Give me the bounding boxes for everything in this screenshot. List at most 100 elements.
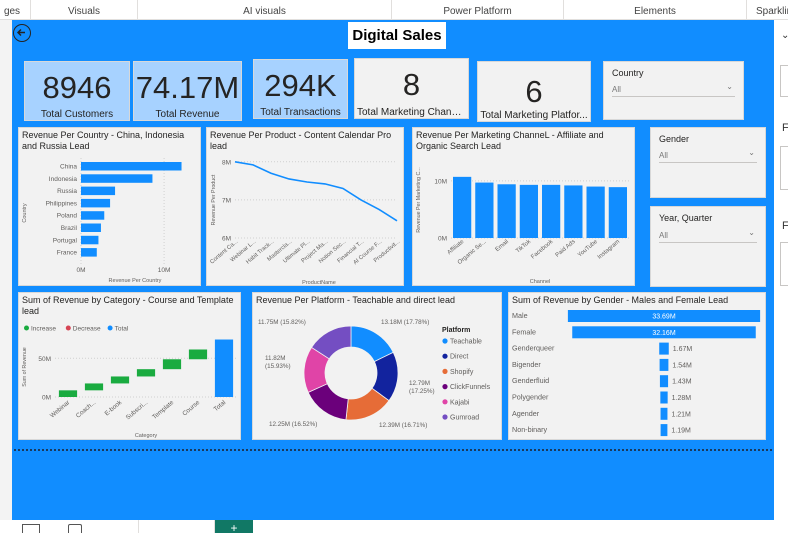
chart-revenue-by-gender[interactable]: Sum of Revenue by Gender - Males and Fem…: [508, 292, 766, 440]
slicer-divider: [659, 162, 757, 163]
data-label: (15.93%): [265, 363, 291, 370]
slicer-dropdown-value[interactable]: All: [612, 85, 621, 94]
legend-marker: [107, 325, 113, 331]
ribbon-tab-elements[interactable]: Elements: [563, 0, 746, 20]
bar: [586, 186, 605, 238]
bar: [453, 176, 472, 238]
table-view-icon[interactable]: [68, 524, 82, 533]
bar: [81, 211, 105, 220]
chart-title: Revenue Per Platform - Teachable and dir…: [256, 295, 455, 305]
chart-title: Sum of Revenue by Gender - Males and Fem…: [512, 295, 729, 305]
bar: [660, 424, 668, 437]
pane-input-box[interactable]: [780, 146, 788, 190]
pane-input-box[interactable]: [780, 242, 788, 286]
chart-revenue-per-platform[interactable]: Revenue Per Platform - Teachable and dir…: [252, 292, 502, 440]
chart-plot: Increase Decrease Total 0M 50M Webinar Coach..…: [22, 325, 237, 439]
legend-label: Increase: [31, 326, 56, 333]
chart-plot: 0M 10M China Indonesia Russia Philippines Pola…: [22, 158, 182, 284]
bar: [81, 198, 111, 208]
slicer-gender[interactable]: Gender All ⌄: [650, 127, 766, 198]
y-tick-label: Russia: [57, 188, 77, 195]
chevron-down-icon[interactable]: ⌄: [748, 148, 755, 157]
slicer-dropdown-value[interactable]: All: [659, 231, 668, 240]
kpi-label: Total Transactions: [260, 107, 341, 118]
y-tick-label: Poland: [57, 213, 78, 220]
chart-title: Revenue Per Product - Content Calendar P…: [210, 130, 392, 151]
y-tick-label: 50M: [38, 356, 51, 363]
kpi-card-total-revenue[interactable]: 74.17M Total Revenue: [133, 61, 242, 121]
x-tick-label: Affiliate: [447, 239, 466, 257]
x-tick-label: 10M: [158, 267, 171, 274]
bar: [81, 174, 153, 183]
bar: [475, 182, 494, 238]
data-label: 11.75M (15.82%): [258, 319, 306, 326]
back-arrow-icon[interactable]: [13, 24, 31, 42]
slicer-year-quarter[interactable]: Year, Quarter All ⌄: [650, 206, 766, 287]
chart-revenue-per-product[interactable]: Revenue Per Product - Content Calendar P…: [206, 127, 404, 286]
data-label: 12.79M: [409, 380, 430, 387]
slicer-country[interactable]: Country All ⌄: [603, 61, 744, 120]
y-tick-label: Brazil: [61, 225, 78, 232]
chevron-down-icon[interactable]: ⌄: [726, 82, 733, 91]
ribbon-tab-power-platform[interactable]: Power Platform: [391, 0, 563, 20]
slicer-divider: [612, 96, 735, 97]
data-label: 1.67M: [673, 346, 693, 353]
legend-marker: [442, 414, 448, 420]
chevron-down-icon[interactable]: ⌄: [748, 228, 755, 237]
bar: [81, 223, 101, 232]
x-tick-label: Coach...: [75, 399, 98, 420]
chart-revenue-per-channel[interactable]: Revenue Per Marketing ChanneL - Affiliat…: [412, 127, 635, 286]
pane-input-box[interactable]: [780, 65, 788, 97]
chart-revenue-per-country[interactable]: Revenue Per Country - China, Indonesia a…: [18, 127, 201, 286]
y-tick-label: Indonesia: [49, 176, 78, 183]
legend-label: Direct: [450, 354, 468, 361]
page-tab[interactable]: [138, 520, 215, 533]
bar: [659, 342, 669, 355]
add-page-button[interactable]: +: [215, 520, 253, 533]
x-tick-label: Total: [213, 399, 228, 413]
y-axis-label: Revenue Per Product: [211, 174, 217, 225]
legend-label: Decrease: [73, 326, 101, 333]
y-tick-label: Polygender: [512, 393, 549, 402]
bar: [81, 248, 97, 257]
data-label: 11.82M: [265, 355, 286, 362]
chart-revenue-by-category[interactable]: Sum of Revenue by Category - Course and …: [18, 292, 241, 440]
bar: [572, 326, 756, 339]
y-tick-label: Genderfluid: [512, 376, 549, 385]
legend-marker: [24, 325, 29, 331]
kpi-value: 294K: [264, 68, 337, 103]
x-axis-label: Channel: [530, 279, 551, 285]
x-tick-label: Webinar: [49, 399, 71, 419]
kpi-card-total-marketing-channels[interactable]: 8 Total Marketing Channels: [354, 58, 469, 119]
chevron-icon[interactable]: ⌄: [781, 30, 788, 41]
x-tick-label: Email: [495, 239, 510, 253]
kpi-card-total-marketing-platforms[interactable]: 6 Total Marketing Platfor...: [477, 61, 591, 122]
kpi-card-total-customers[interactable]: 8946 Total Customers: [24, 61, 130, 121]
ribbon-tab-visuals[interactable]: Visuals: [30, 0, 137, 20]
slicer-title: Year, Quarter: [659, 213, 713, 223]
ribbon-tab-pages[interactable]: ges: [3, 6, 21, 17]
waterfall-bar: [162, 359, 182, 370]
report-view-icon[interactable]: [22, 524, 40, 533]
data-label: 1.21M: [671, 411, 691, 418]
legend-marker: [442, 353, 448, 359]
slicer-dropdown-value[interactable]: All: [659, 151, 668, 160]
ribbon-tab-sparklines[interactable]: Sparklin: [746, 0, 788, 20]
kpi-card-total-transactions[interactable]: 294K Total Transactions: [253, 59, 348, 119]
data-label: 1.54M: [672, 362, 692, 369]
chart-plot: 13.18M (17.78%) 12.79M(17.25%) 12.39M (16.…: [258, 319, 491, 429]
y-tick-label: Agender: [512, 409, 540, 418]
data-label: 12.25M (16.52%): [269, 421, 317, 428]
bar: [542, 184, 561, 238]
kpi-label: Total Marketing Platfor...: [480, 110, 588, 121]
ribbon-tab-ai-visuals[interactable]: AI visuals: [137, 0, 391, 20]
bar: [81, 162, 182, 171]
waterfall-bar: [58, 390, 78, 397]
page-tabs-bar: +: [0, 520, 788, 533]
bar: [81, 186, 116, 196]
legend-marker: [442, 368, 448, 374]
y-tick-label: Non-binary: [512, 425, 548, 434]
legend-marker: [442, 399, 448, 405]
bar: [564, 185, 583, 238]
